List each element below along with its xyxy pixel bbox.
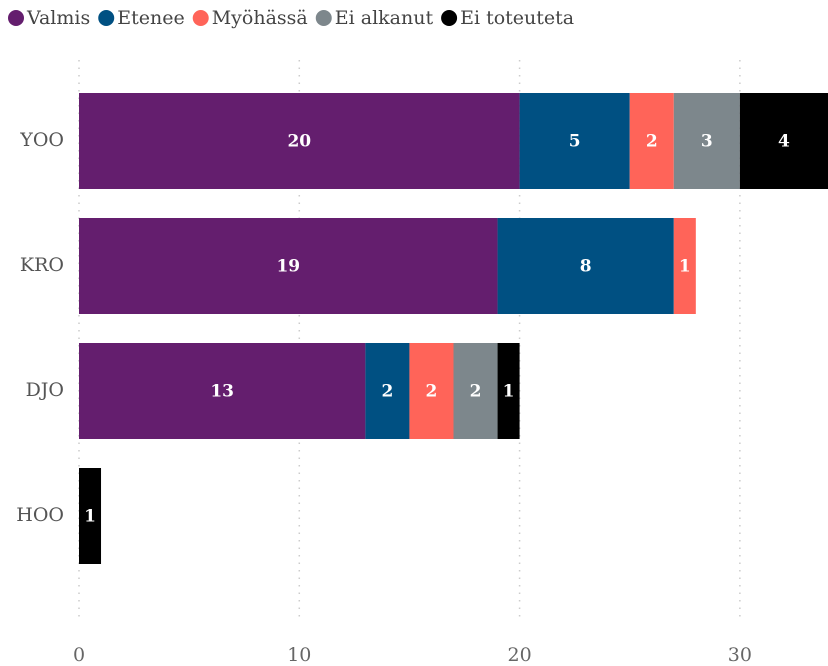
bar-segment [519, 93, 630, 189]
legend-label: Etenee [117, 7, 184, 29]
legend-label: Ei toteuteta [460, 7, 574, 29]
data-label: 20 [287, 132, 311, 152]
legend-marker [441, 10, 458, 26]
data-label: 1 [84, 507, 96, 527]
data-label: 2 [470, 382, 482, 402]
bar-segment [409, 343, 454, 439]
y-tick-label: KRO [20, 254, 64, 276]
y-tick-label: DJO [26, 379, 64, 401]
bar-segment [673, 218, 696, 314]
y-tick-label: YOO [19, 129, 64, 151]
bar-segment [739, 93, 828, 189]
bar-segment [673, 93, 740, 189]
data-label: 2 [426, 382, 438, 402]
legend-label: Valmis [26, 7, 90, 29]
data-label: 19 [276, 257, 300, 277]
data-label: 2 [646, 132, 658, 152]
data-label: 8 [580, 257, 592, 277]
legend-marker [192, 10, 209, 26]
x-tick-label: 30 [728, 644, 752, 666]
x-tick-label: 10 [287, 644, 311, 666]
legend-label: Ei alkanut [335, 7, 434, 29]
bar-segment [79, 93, 520, 189]
bar-segment [79, 343, 366, 439]
bar-segment [79, 218, 498, 314]
data-label: 13 [210, 382, 234, 402]
y-tick-label: HOO [16, 504, 64, 526]
bar-segment [497, 343, 520, 439]
bar-segment [629, 93, 674, 189]
data-label: 3 [701, 132, 713, 152]
legend-label: Myöhässä [212, 7, 308, 29]
data-label: 4 [778, 132, 790, 152]
data-label: 5 [569, 132, 581, 152]
bar-segment [497, 218, 674, 314]
bar-segment [79, 468, 102, 564]
x-tick-label: 20 [507, 644, 531, 666]
x-tick-label: 0 [73, 644, 85, 666]
data-label: 1 [503, 382, 515, 402]
data-label: 2 [381, 382, 393, 402]
bar-segment [453, 343, 498, 439]
legend-marker [8, 10, 24, 26]
data-label: 1 [679, 257, 691, 277]
legend-marker [98, 10, 115, 26]
legend-marker [315, 10, 332, 26]
bar-segment [365, 343, 410, 439]
